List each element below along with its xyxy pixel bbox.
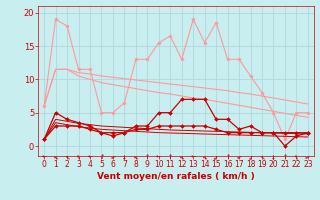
Text: ←: ← [293,153,300,160]
Text: ←: ← [41,153,48,160]
Text: ←: ← [122,153,127,158]
Text: ←: ← [110,153,116,159]
Text: ←: ← [224,153,231,160]
Text: ←: ← [236,153,243,161]
Text: ←: ← [155,153,163,161]
Text: ←: ← [270,153,277,161]
Text: ←: ← [64,153,70,158]
Text: ←: ← [98,153,105,161]
Text: ←: ← [247,153,254,160]
Text: ←: ← [133,153,138,159]
Text: ←: ← [178,153,185,161]
X-axis label: Vent moyen/en rafales ( km/h ): Vent moyen/en rafales ( km/h ) [97,172,255,181]
Text: ←: ← [167,153,174,160]
Text: ←: ← [304,153,311,160]
Text: ←: ← [52,153,59,161]
Text: ←: ← [201,153,208,161]
Text: ←: ← [86,153,93,160]
Text: ←: ← [190,153,197,160]
Text: ←: ← [75,153,82,161]
Text: ←: ← [144,153,151,160]
Text: ←: ← [281,153,288,160]
Text: ←: ← [214,153,219,159]
Text: ←: ← [260,153,265,159]
